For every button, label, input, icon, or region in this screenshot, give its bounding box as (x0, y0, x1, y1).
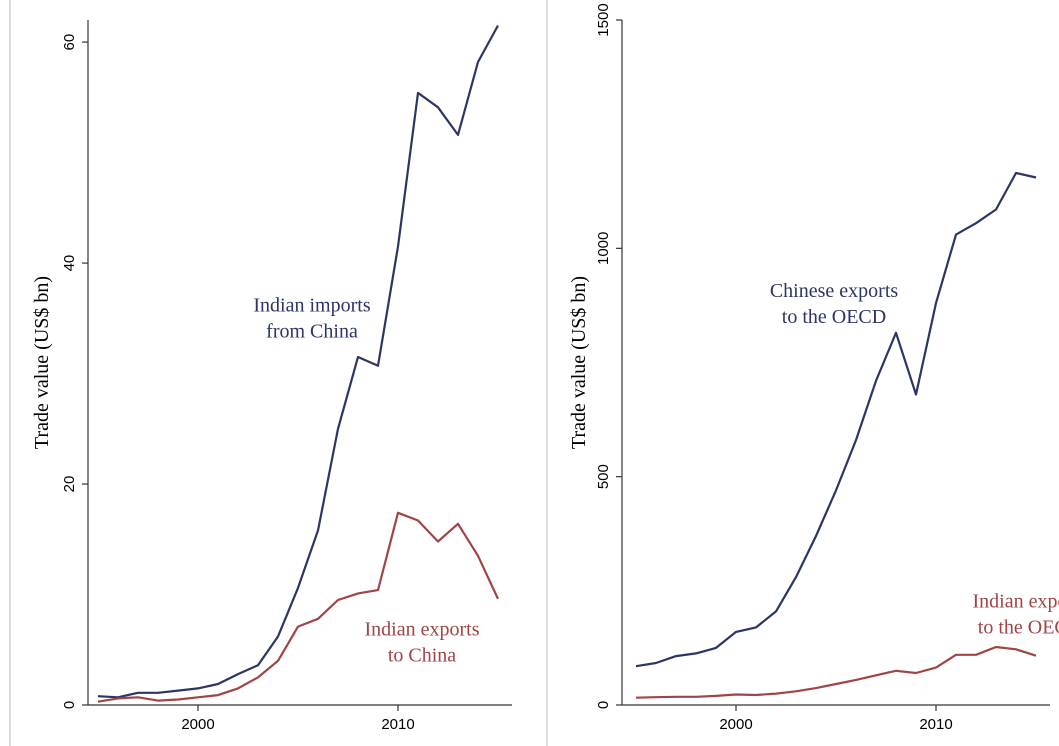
y-tick-label: 0 (61, 701, 78, 709)
series-annotation: Chinese exports to the OECD (770, 280, 899, 328)
chart-left: 0 20 40 60 2000 2010 Trade value (US$ bn) India… (31, 20, 512, 733)
chart-right: 0 500 1000 1500 2000 2010 Trade value (US$ bn)… (568, 3, 1059, 733)
y-tick-label: 40 (61, 255, 78, 272)
series-annotation: Indian exports to China (365, 618, 480, 666)
y-tick-label: 0 (595, 701, 612, 709)
series-line-indian-imports-from-china (97, 24, 499, 699)
x-tick-label: 2000 (719, 716, 752, 733)
y-tick-label: 1500 (595, 3, 612, 36)
x-tick-label: 2010 (919, 716, 952, 733)
x-tick-label: 2000 (181, 716, 214, 733)
y-axis-title: Trade value (US$ bn) (568, 276, 590, 449)
y-tick-label: 1000 (595, 232, 612, 265)
y-tick-label: 20 (61, 476, 78, 493)
series-annotation: Indian imports from China (253, 295, 370, 343)
x-tick-label: 2010 (381, 716, 414, 733)
series-line-indian-exports-to-the-oecd (635, 645, 1037, 699)
series-line-indian-exports-to-china (97, 511, 499, 703)
y-tick-label: 60 (61, 34, 78, 51)
series-line-chinese-exports-to-the-oecd (635, 171, 1037, 668)
y-tick-label: 500 (595, 464, 612, 489)
y-axis-title: Trade value (US$ bn) (31, 276, 53, 449)
